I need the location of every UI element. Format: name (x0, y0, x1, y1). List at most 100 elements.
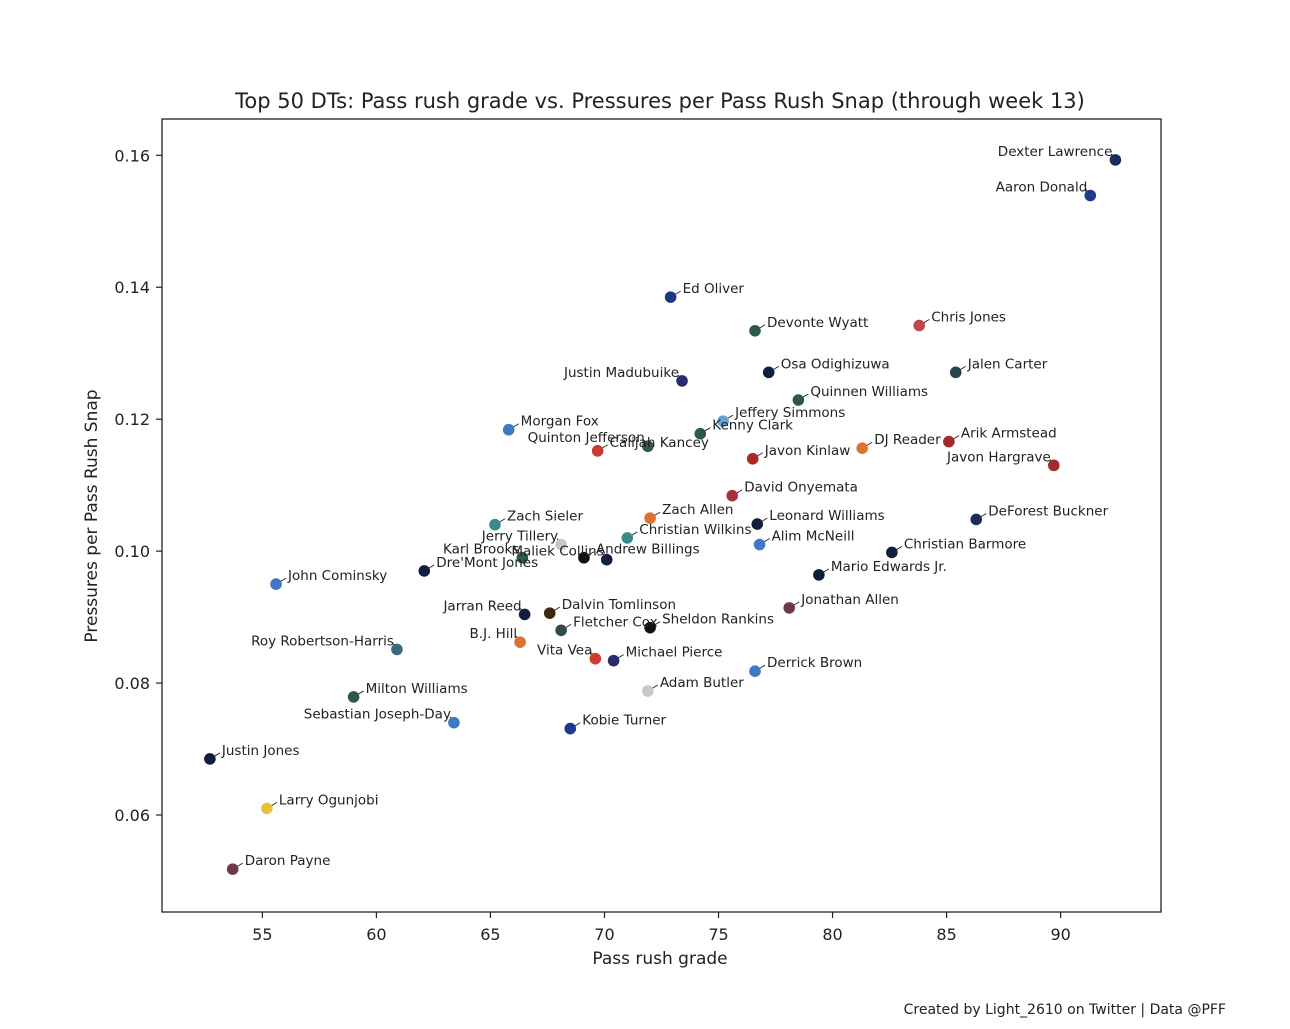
data-label: Kenny Clark (712, 418, 793, 434)
data-label: Jonathan Allen (800, 592, 899, 608)
data-point (949, 366, 962, 379)
data-point (751, 518, 764, 530)
data-label: Larry Ogunjobi (279, 792, 379, 808)
x-tick-label: 60 (366, 925, 386, 944)
data-label: Michael Pierce (626, 645, 723, 661)
data-point (856, 442, 869, 455)
data-point (261, 802, 273, 815)
data-label: Fletcher Cox (573, 614, 658, 630)
data-label: Justin Madubuike (563, 365, 679, 381)
data-label: Justin Jones (221, 743, 300, 759)
data-point (726, 489, 739, 502)
data-point (1048, 459, 1060, 472)
x-tick-label: 70 (594, 925, 614, 944)
x-tick-label: 80 (822, 925, 842, 944)
data-point (749, 324, 761, 337)
data-label: Javon Kinlaw (764, 443, 851, 459)
data-label: Derrick Brown (767, 655, 862, 671)
data-label: Leonard Williams (769, 508, 884, 524)
data-label: Vita Vea (537, 643, 592, 659)
data-point (753, 538, 766, 551)
data-label: Ed Oliver (683, 281, 745, 297)
data-label: DJ Reader (874, 432, 941, 448)
data-point (1109, 154, 1122, 166)
data-point (644, 621, 656, 634)
data-point (270, 578, 282, 590)
y-axis: 0.06 0.08 0.10 0.12 0.14 0.16 (114, 146, 162, 825)
data-point (226, 863, 239, 875)
data-point (555, 624, 567, 637)
data-point (514, 636, 526, 648)
x-tick-label: 65 (480, 925, 500, 944)
data-point (204, 753, 216, 765)
data-point (694, 427, 707, 440)
y-tick-label: 0.14 (114, 278, 150, 297)
data-point (607, 654, 620, 667)
data-label: Zach Allen (662, 502, 733, 518)
data-point (783, 602, 796, 614)
data-label: Christian Barmore (904, 536, 1026, 552)
data-point (644, 512, 656, 524)
data-label: Karl Brooks (443, 542, 519, 558)
data-point (600, 553, 613, 566)
data-point (516, 551, 529, 564)
data-label: Daron Payne (245, 853, 331, 869)
y-axis-label: Pressures per Pass Rush Snap (82, 389, 102, 642)
data-point (813, 569, 825, 581)
data-label: Aaron Donald (996, 180, 1088, 196)
data-point (518, 608, 531, 621)
y-tick-label: 0.16 (114, 146, 150, 165)
data-point (886, 546, 898, 559)
data-point (564, 722, 577, 735)
data-point (792, 394, 805, 406)
x-tick-label: 90 (1050, 925, 1070, 944)
data-points (204, 154, 1122, 875)
data-point (591, 445, 604, 457)
data-point (943, 435, 955, 448)
data-point (543, 607, 556, 619)
data-label: Arik Armstead (961, 426, 1057, 442)
data-label: Calijah Kancey (610, 435, 709, 451)
data-label: Jerry Tillery (481, 529, 558, 545)
data-point (746, 452, 759, 465)
data-label: Morgan Fox (521, 414, 599, 430)
data-label: Milton Williams (366, 681, 468, 697)
data-point (555, 538, 567, 551)
data-point (664, 291, 677, 303)
data-point (448, 716, 460, 729)
data-labels: Dexter Lawrence Aaron Donald Ed Oliver Devo… (221, 144, 1112, 869)
data-label: Osa Odighizuwa (781, 356, 890, 372)
data-point (1084, 189, 1097, 202)
data-label: Mario Edwards Jr. (831, 559, 947, 575)
data-label: B.J. Hill (470, 626, 518, 642)
data-label: Andrew Billings (596, 542, 700, 558)
data-point (502, 423, 515, 436)
x-axis: 55 60 65 70 75 80 85 90 (252, 912, 1071, 944)
y-tick-label: 0.10 (114, 542, 150, 561)
data-label: Roy Robertson-Harris (251, 633, 394, 649)
x-tick-label: 85 (936, 925, 956, 944)
data-label: David Onyemata (744, 480, 858, 496)
data-point (676, 375, 688, 387)
data-label: Dre'Mont Jones (436, 555, 538, 571)
credit-text: Created by Light_2610 on Twitter | Data … (903, 1002, 1226, 1018)
data-label: Quinnen Williams (810, 384, 928, 400)
data-label: Zach Sieler (507, 509, 583, 525)
y-tick-label: 0.12 (114, 410, 150, 429)
data-point (642, 440, 654, 453)
data-point (762, 366, 775, 379)
data-point (418, 565, 431, 577)
data-point (589, 652, 602, 665)
data-label: Sheldon Rankins (662, 612, 774, 628)
data-label: Alim McNeill (772, 529, 855, 545)
data-label: Chris Jones (931, 309, 1006, 325)
data-point (717, 415, 729, 427)
plot-frame (161, 118, 1162, 913)
x-axis-label: Pass rush grade (592, 949, 727, 969)
data-point (578, 551, 590, 564)
data-label: Jarran Reed (442, 598, 521, 614)
data-point (621, 532, 634, 544)
y-tick-label: 0.08 (114, 674, 150, 693)
